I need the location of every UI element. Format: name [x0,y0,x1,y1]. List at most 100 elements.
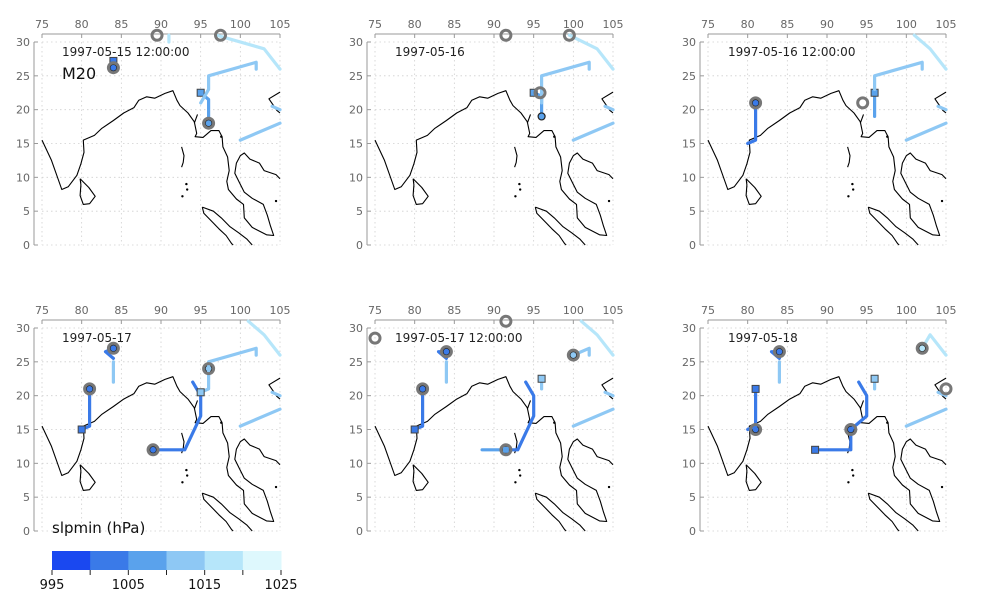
y-tick-label: 30 [16,36,30,49]
observed-position-marker [749,423,763,436]
x-tick-label: 75 [35,304,49,317]
track-end-point [196,88,205,97]
island [607,199,611,203]
storm-track [873,60,924,91]
y-tick-label: 20 [682,104,696,117]
track-start-point [418,384,427,393]
observed-position-marker [416,382,430,396]
storm-track [238,407,282,428]
colorbar-legend: slpmin (hPa) 995 1005 1015 1025 [40,519,298,593]
island [851,468,854,472]
coastline [202,206,253,246]
y-tick-label: 10 [349,457,363,470]
coastline [868,492,919,532]
observed-position-marker [562,28,576,42]
coastline [535,206,586,246]
x-tick-label: 105 [603,304,624,317]
coastline [79,464,96,491]
coastline [934,377,947,400]
y-tick-label: 30 [16,322,30,335]
observed-position-marker [202,116,216,130]
y-tick-label: 5 [689,491,696,504]
y-tick-label: 5 [689,205,696,218]
x-tick-label: 80 [408,18,422,31]
panel-date-label: 1997-05-18 [728,331,798,345]
island [940,485,944,489]
y-tick-label: 15 [349,424,363,437]
y-tick-label: 25 [16,70,30,83]
track-end-point [501,445,510,454]
coastline [745,178,762,205]
track-end-point [77,425,86,434]
coastline [268,91,281,114]
observed-position-marker [566,348,580,362]
coastline [601,377,614,400]
x-tick-label: 75 [701,304,715,317]
storm-track [849,380,869,432]
x-tick-label: 85 [780,18,794,31]
panel-date-label: 1997-05-16 [395,45,465,59]
storm-track [270,390,282,398]
island [847,481,850,484]
coastline [745,464,762,491]
storm-track [571,407,615,428]
track-end-point [537,374,546,383]
island [518,474,522,477]
track-end-point [196,388,205,397]
island [514,195,517,198]
track-end-point [870,374,879,383]
storm-track [270,104,282,112]
y-tick-label: 0 [23,239,30,252]
y-tick-label: 30 [349,322,363,335]
observed-position-marker [202,362,216,376]
coastline [867,206,900,246]
x-tick-label: 105 [936,18,957,31]
x-tick-label: 90 [154,304,168,317]
x-tick-label: 100 [563,304,584,317]
observed-position-marker [150,28,164,42]
island [181,481,184,484]
coastline [934,91,947,114]
observed-position-marker [749,96,763,110]
legend-title: slpmin (hPa) [52,519,145,537]
coastline [707,376,947,523]
storm-track [540,60,591,105]
track-start-point [85,384,94,393]
track-start-point [537,112,546,121]
coastline [514,146,518,168]
colorbar-segment [128,551,167,570]
y-tick-label: 10 [349,171,363,184]
x-tick-label: 105 [270,18,291,31]
coastline [412,464,429,491]
island [220,421,223,424]
storm-track [214,33,282,71]
island [220,135,223,138]
x-tick-label: 95 [860,18,874,31]
island [185,474,189,477]
x-tick-label: 80 [741,304,755,317]
x-tick-label: 85 [447,304,461,317]
panel-date-label: 1997-05-17 12:00:00 [395,331,522,345]
coastline [41,90,281,237]
y-tick-label: 5 [356,491,363,504]
map-panel-3: 75 80 85 90 95 100 105 0 5 10 15 20 25 30 1997-05-16 1… [682,18,957,252]
island [185,468,188,472]
y-tick-label: 30 [682,36,696,49]
y-tick-label: 25 [682,356,696,369]
coastline [412,178,429,205]
y-tick-label: 10 [682,457,696,470]
colorbar-tick-label: 1005 [112,578,145,593]
x-tick-label: 90 [487,18,501,31]
island [607,485,611,489]
x-tick-label: 95 [194,304,208,317]
track-end-point [751,384,760,393]
x-tick-label: 95 [527,304,541,317]
x-tick-label: 80 [75,304,89,317]
storm-track [603,390,615,398]
observed-position-marker [106,341,120,355]
coastline [601,91,614,114]
track-start-point [204,119,213,128]
y-tick-label: 15 [16,424,30,437]
track-end-point [109,56,118,65]
